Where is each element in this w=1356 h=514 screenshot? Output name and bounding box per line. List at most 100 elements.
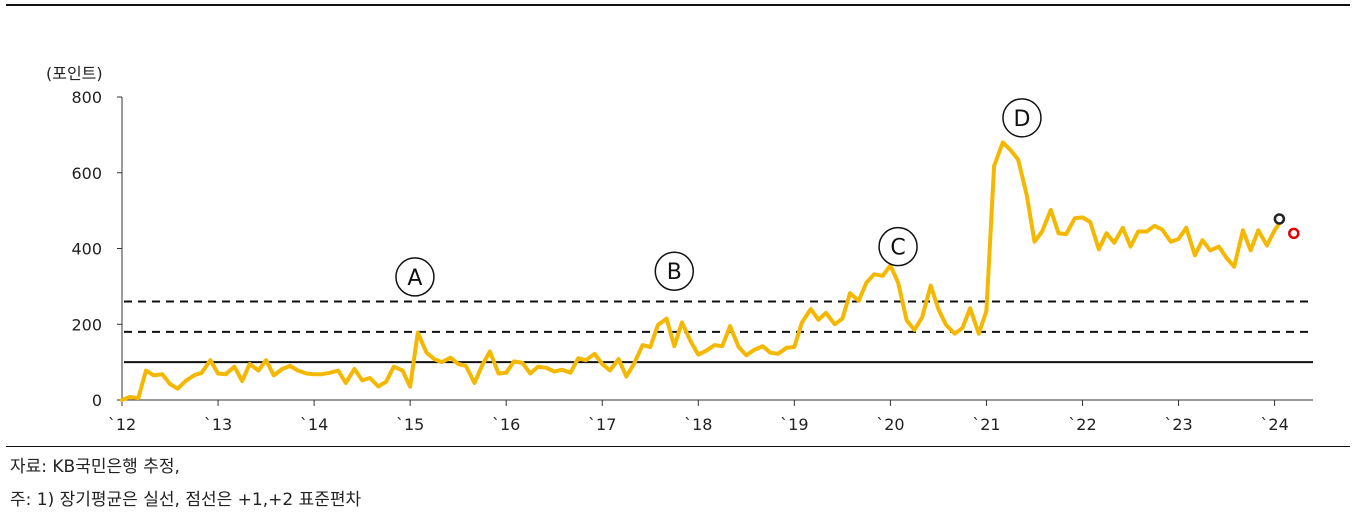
data-point: [416, 330, 420, 335]
data-point: [1128, 245, 1133, 249]
data-point: [768, 351, 772, 355]
data-point: [977, 332, 981, 336]
data-point: [704, 349, 708, 353]
data-point: [1217, 245, 1221, 249]
annotations: A B C D: [395, 98, 1042, 297]
data-point: [1040, 229, 1044, 234]
data-point: [288, 364, 292, 368]
data-point: [560, 368, 564, 372]
data-point: [336, 368, 340, 373]
data-point: [472, 381, 477, 385]
data-point: [744, 353, 748, 357]
data-point: [632, 362, 636, 366]
data-point: [984, 309, 989, 313]
data-point: [689, 339, 693, 343]
data-point: [368, 376, 372, 380]
data-point: [1008, 148, 1013, 152]
data-point: [929, 284, 933, 288]
data-point: [1200, 238, 1205, 242]
data-point: [392, 365, 396, 369]
data-point: [224, 372, 228, 376]
x-tick-label: `18: [684, 415, 712, 434]
y-axis: 0 200 400 600 800: [71, 88, 123, 410]
data-point: [1241, 228, 1245, 232]
data-point: [584, 358, 588, 362]
data-point: [272, 373, 276, 377]
data-point: [1073, 216, 1077, 220]
data-point: [496, 371, 501, 376]
data-point: [1025, 193, 1029, 198]
data-point: [608, 368, 612, 373]
endpoint-marker: [1288, 227, 1300, 240]
data-point: [800, 320, 804, 324]
data-point: [761, 344, 765, 348]
bottom-rule: [6, 446, 1350, 447]
line-chart: 0 200 400 600 800 `12 `13 `14 `15 `16 `17 `18 `19 `2…: [71, 88, 1313, 434]
data-point: [824, 311, 828, 315]
data-point: [576, 356, 580, 360]
data-point: [680, 320, 684, 324]
data-point: [1145, 229, 1149, 234]
data-point: [432, 357, 436, 361]
data-point: [896, 280, 900, 285]
y-axis-unit: (포인트): [46, 64, 103, 83]
data-point: [256, 368, 260, 373]
data-point: [200, 371, 204, 375]
data-point: [1265, 243, 1269, 248]
data-point: [360, 378, 364, 382]
x-tick-label: `16: [492, 415, 520, 434]
data-point: [568, 371, 573, 375]
data-point: [1056, 231, 1061, 235]
data-point: [152, 373, 156, 377]
data-point: [600, 362, 604, 366]
data-point: [905, 318, 909, 323]
x-tick-label: `15: [396, 415, 424, 434]
data-point: [968, 306, 972, 310]
data-point: [208, 358, 212, 362]
data-point: [624, 374, 628, 379]
data-point: [312, 372, 316, 376]
data-point: [1121, 226, 1125, 230]
data-point: [1208, 248, 1212, 252]
data-point: [176, 387, 180, 391]
data-point: [872, 272, 876, 276]
data-point: [752, 348, 756, 352]
data-point: [520, 361, 525, 365]
x-tick-label: `24: [1260, 415, 1288, 434]
data-point: [992, 164, 996, 168]
data-point: [480, 363, 484, 367]
data-point: [616, 357, 621, 361]
data-point: [1184, 226, 1188, 230]
data-point: [960, 326, 965, 330]
data-point: [1097, 247, 1101, 251]
data-point: [344, 381, 348, 385]
data-point: [544, 366, 549, 370]
data-point: [1169, 240, 1173, 244]
data-point: [648, 345, 652, 349]
data-point: [809, 307, 813, 311]
data-point: [136, 396, 140, 400]
data-point: [248, 362, 252, 366]
data-point: [536, 365, 540, 369]
data-point: [1256, 228, 1260, 232]
data-point: [713, 343, 717, 347]
data-point: [1032, 240, 1037, 244]
data-point: [944, 323, 948, 327]
data-point: [552, 369, 556, 374]
data-point: [1248, 248, 1253, 252]
data-point: [1224, 256, 1229, 260]
data-point: [1049, 208, 1053, 212]
x-tick-label: `21: [972, 415, 1000, 434]
data-point: [1080, 215, 1085, 220]
y-tick-label: 800: [71, 88, 102, 107]
data-point: [328, 371, 333, 375]
annotation-label: B: [667, 260, 682, 285]
x-tick-label: `22: [1068, 415, 1096, 434]
data-point: [1001, 140, 1005, 145]
data-point: [840, 316, 844, 321]
data-point: [664, 316, 669, 321]
data-point: [696, 352, 700, 357]
data-point: [640, 343, 645, 347]
data-point: [1104, 231, 1109, 235]
data-point: [128, 395, 132, 399]
